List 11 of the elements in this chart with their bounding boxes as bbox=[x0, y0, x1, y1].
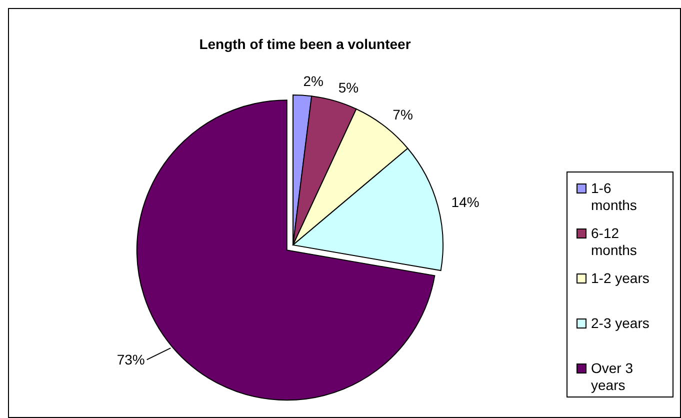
data-label: 14% bbox=[451, 194, 480, 210]
chart-title: Length of time been a volunteer bbox=[199, 36, 412, 52]
legend-label: 2-3 years bbox=[591, 315, 650, 331]
legend-label: 6-12 months bbox=[591, 225, 637, 258]
legend-label: 1-2 years bbox=[591, 270, 650, 286]
legend-label: 1-6 months bbox=[591, 180, 637, 213]
data-label: 5% bbox=[338, 79, 359, 96]
data-label: 7% bbox=[392, 106, 413, 123]
legend-label: Over 3 years bbox=[591, 360, 634, 393]
data-label: 73% bbox=[116, 352, 145, 368]
data-label: 2% bbox=[303, 73, 324, 90]
